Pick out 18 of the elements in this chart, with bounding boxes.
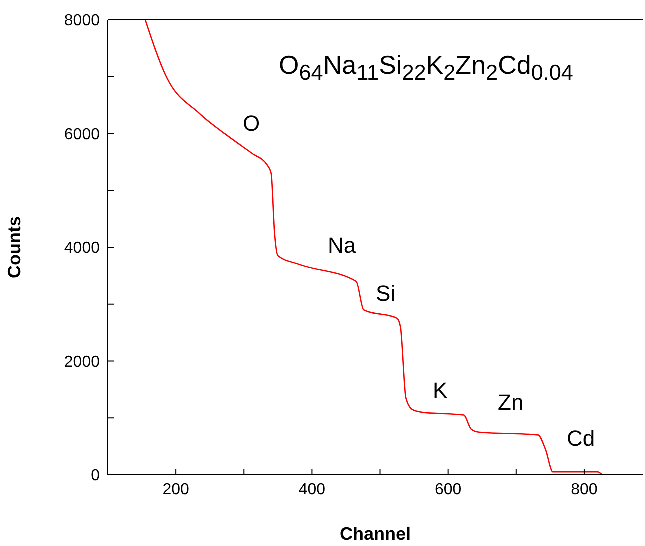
y-tick-label: 8000 bbox=[64, 12, 100, 30]
x-axis-title: Channel bbox=[340, 524, 412, 544]
text: O$_{64}$Na$_{11}$Si$_{22}$K$_{2}$Zn$_{2}$Cd$_{0.04}$ bbox=[279, 50, 574, 86]
x-tick-label: 600 bbox=[434, 481, 462, 498]
annotation: Na bbox=[328, 233, 356, 258]
annotation: K bbox=[433, 378, 448, 403]
x-tick-label: 200 bbox=[162, 481, 190, 498]
x-tick-label: 400 bbox=[298, 481, 326, 498]
x-tick-label: 800 bbox=[571, 481, 598, 498]
y-tick-label: 0 bbox=[91, 468, 100, 485]
y-axis-title: Counts bbox=[4, 216, 24, 278]
y-tick-label: 6000 bbox=[64, 126, 100, 144]
y-tick-label: 4000 bbox=[64, 240, 100, 258]
annotation: O bbox=[243, 111, 260, 136]
annotation: Zn bbox=[498, 390, 524, 415]
annotation: Cd bbox=[567, 426, 596, 451]
y-tick-label: 2000 bbox=[64, 354, 100, 371]
annotation: Si bbox=[376, 281, 396, 306]
